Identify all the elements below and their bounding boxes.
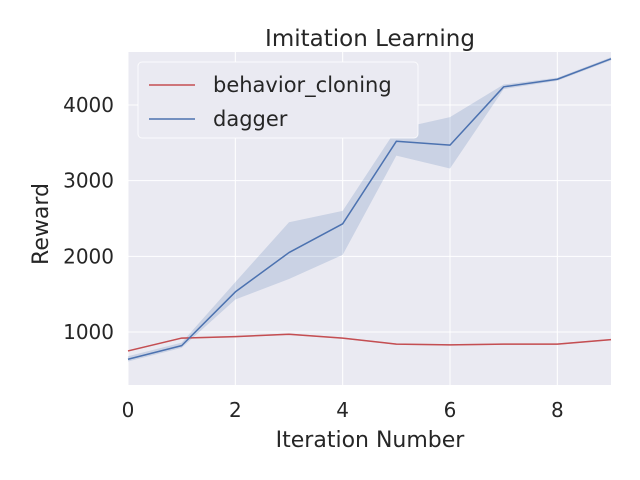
series-lines [127,58,612,360]
x-tick-label: 8 [551,398,564,422]
legend-label-behavior-cloning: behavior_cloning [213,73,392,98]
legend: behavior_cloning dagger [137,61,419,139]
y-tick-label: 1000 [63,320,114,344]
y-axis-label: Reward [29,183,54,265]
x-tick-label: 2 [229,398,242,422]
line-behavior-cloning [127,333,612,352]
legend-box [137,61,419,139]
y-tick-label: 4000 [63,93,114,117]
x-tick-labels: 0 2 4 6 8 [122,398,564,422]
chart-title: Imitation Learning [265,26,475,52]
y-tick-label: 3000 [63,169,114,193]
x-tick-label: 6 [444,398,457,422]
x-axis-label: Iteration Number [276,428,466,453]
x-tick-label: 0 [122,398,135,422]
line-dagger [127,58,612,360]
legend-label-dagger: dagger [213,107,288,131]
confidence-bands [128,57,611,362]
band-dagger [128,57,611,362]
y-tick-labels: 1000 2000 3000 4000 [63,93,114,344]
y-tick-label: 2000 [63,244,114,268]
x-tick-label: 4 [336,398,349,422]
